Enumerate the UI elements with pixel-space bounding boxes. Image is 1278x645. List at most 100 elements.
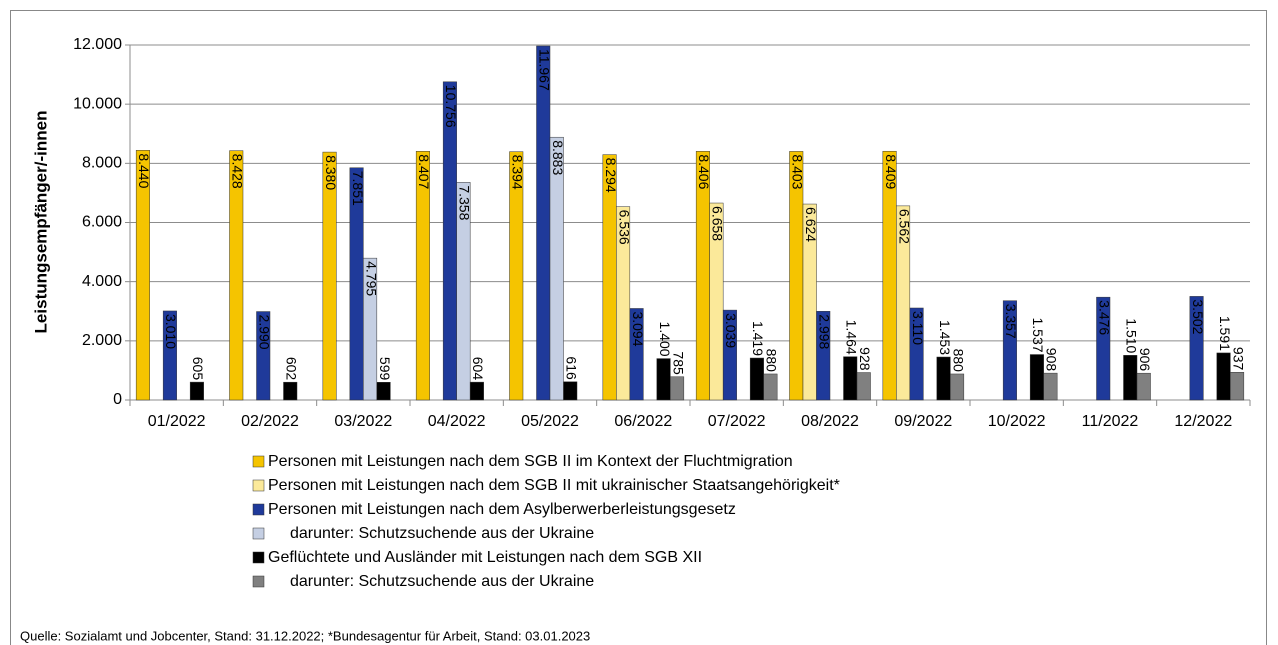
bar: [376, 382, 391, 401]
data-label: 6.536: [616, 210, 632, 245]
y-tick-label: 10.000: [73, 95, 122, 112]
data-label: 7.851: [350, 171, 366, 206]
x-tick-label: 11/2022: [1082, 413, 1139, 430]
x-tick-label: 12/2022: [1174, 413, 1232, 430]
data-label: 3.110: [910, 311, 926, 345]
data-label: 6.658: [710, 206, 726, 241]
legend-label: Personen mit Leistungen nach dem Asylber…: [268, 501, 736, 518]
bar: [950, 373, 965, 401]
data-label: 928: [857, 347, 873, 371]
legend-label: darunter: Schutzsuchende aus der Ukraine: [290, 573, 594, 590]
bar: [189, 381, 204, 401]
data-label: 937: [1230, 347, 1246, 371]
x-tick-label: 02/2022: [241, 413, 299, 430]
data-label: 11.967: [537, 49, 553, 91]
data-label: 3.357: [1003, 304, 1019, 339]
bar: [1043, 372, 1058, 401]
x-tick-label: 03/2022: [334, 413, 392, 430]
data-label: 3.502: [1190, 299, 1206, 334]
legend-swatch: [252, 503, 265, 516]
bar: [896, 205, 911, 401]
bar: [616, 206, 631, 401]
data-label: 906: [1137, 348, 1153, 372]
data-label: 880: [950, 349, 966, 373]
x-tick-label: 01/2022: [148, 413, 206, 430]
bar: [256, 311, 271, 401]
bar: [549, 136, 564, 401]
data-label: 1.419: [750, 321, 766, 356]
data-label: 7.358: [457, 185, 473, 220]
data-label: 1.464: [844, 320, 860, 355]
bar: [909, 307, 924, 401]
data-label: 605: [190, 357, 206, 381]
legend-label: darunter: Schutzsuchende aus der Ukraine: [290, 525, 594, 542]
data-label: 3.039: [723, 313, 739, 348]
bar: [670, 376, 685, 401]
bar: [469, 381, 484, 401]
bar: [1136, 372, 1151, 401]
bar: [1123, 355, 1138, 401]
data-label: 8.394: [510, 155, 526, 190]
legend-swatch: [252, 527, 265, 540]
bar: [1216, 352, 1231, 401]
data-label: 1.400: [657, 322, 673, 357]
data-label: 3.094: [630, 311, 646, 346]
bar: [1029, 354, 1044, 401]
y-tick-label: 6.000: [82, 214, 122, 231]
bar: [1189, 296, 1204, 401]
data-label: 599: [377, 357, 393, 381]
bar: [656, 358, 671, 401]
bar: [283, 381, 298, 401]
legend-label: Personen mit Leistungen nach dem SGB II …: [268, 477, 840, 494]
data-label: 6.624: [803, 207, 819, 242]
data-label: 1.537: [1030, 317, 1046, 352]
data-label: 6.562: [896, 209, 912, 244]
bar: [843, 356, 858, 401]
source-note: Quelle: Sozialamt und Jobcenter, Stand: …: [20, 628, 590, 643]
bar: [563, 381, 578, 401]
legend-label: Geflüchtete und Ausländer mit Leistungen…: [268, 549, 702, 566]
data-label: 8.294: [603, 158, 619, 193]
data-label: 8.406: [696, 154, 712, 189]
data-label: 8.403: [790, 154, 806, 189]
x-tick-label: 04/2022: [428, 413, 486, 430]
y-tick-label: 2.000: [82, 332, 122, 349]
legend-swatch: [252, 455, 265, 468]
data-label: 1.591: [1217, 316, 1233, 351]
data-label: 8.440: [136, 153, 152, 188]
bar: [442, 81, 457, 401]
bar: [229, 150, 244, 401]
y-axis-label: Leistungsempfänger/-innen: [31, 111, 50, 334]
data-label: 8.407: [416, 154, 432, 189]
data-label: 2.998: [817, 314, 833, 349]
bar: [802, 203, 817, 401]
data-label: 880: [764, 349, 780, 373]
legend-swatch: [252, 551, 265, 564]
data-label: 1.453: [937, 320, 953, 355]
x-tick-label: 10/2022: [988, 413, 1046, 430]
data-label: 8.428: [230, 154, 246, 189]
bar: [415, 151, 430, 401]
bar: [1002, 300, 1017, 401]
bar: [135, 150, 150, 401]
bar: [162, 310, 177, 401]
data-label: 908: [1044, 348, 1060, 372]
x-tick-label: 05/2022: [521, 413, 579, 430]
data-label: 10.756: [443, 85, 459, 128]
data-label: 2.990: [257, 315, 273, 350]
legend-swatch: [252, 575, 265, 588]
bar: [749, 357, 764, 401]
bar: [856, 372, 871, 401]
x-tick-label: 08/2022: [801, 413, 859, 430]
bar: [936, 356, 951, 401]
bar: [629, 308, 644, 401]
data-label: 3.476: [1097, 300, 1113, 335]
data-label: 616: [564, 356, 580, 380]
bar: [816, 311, 831, 401]
bar: [322, 151, 337, 401]
data-label: 3.010: [163, 314, 179, 349]
bar: [363, 257, 378, 401]
bar: [722, 309, 737, 401]
legend-label: Personen mit Leistungen nach dem SGB II …: [268, 453, 793, 470]
